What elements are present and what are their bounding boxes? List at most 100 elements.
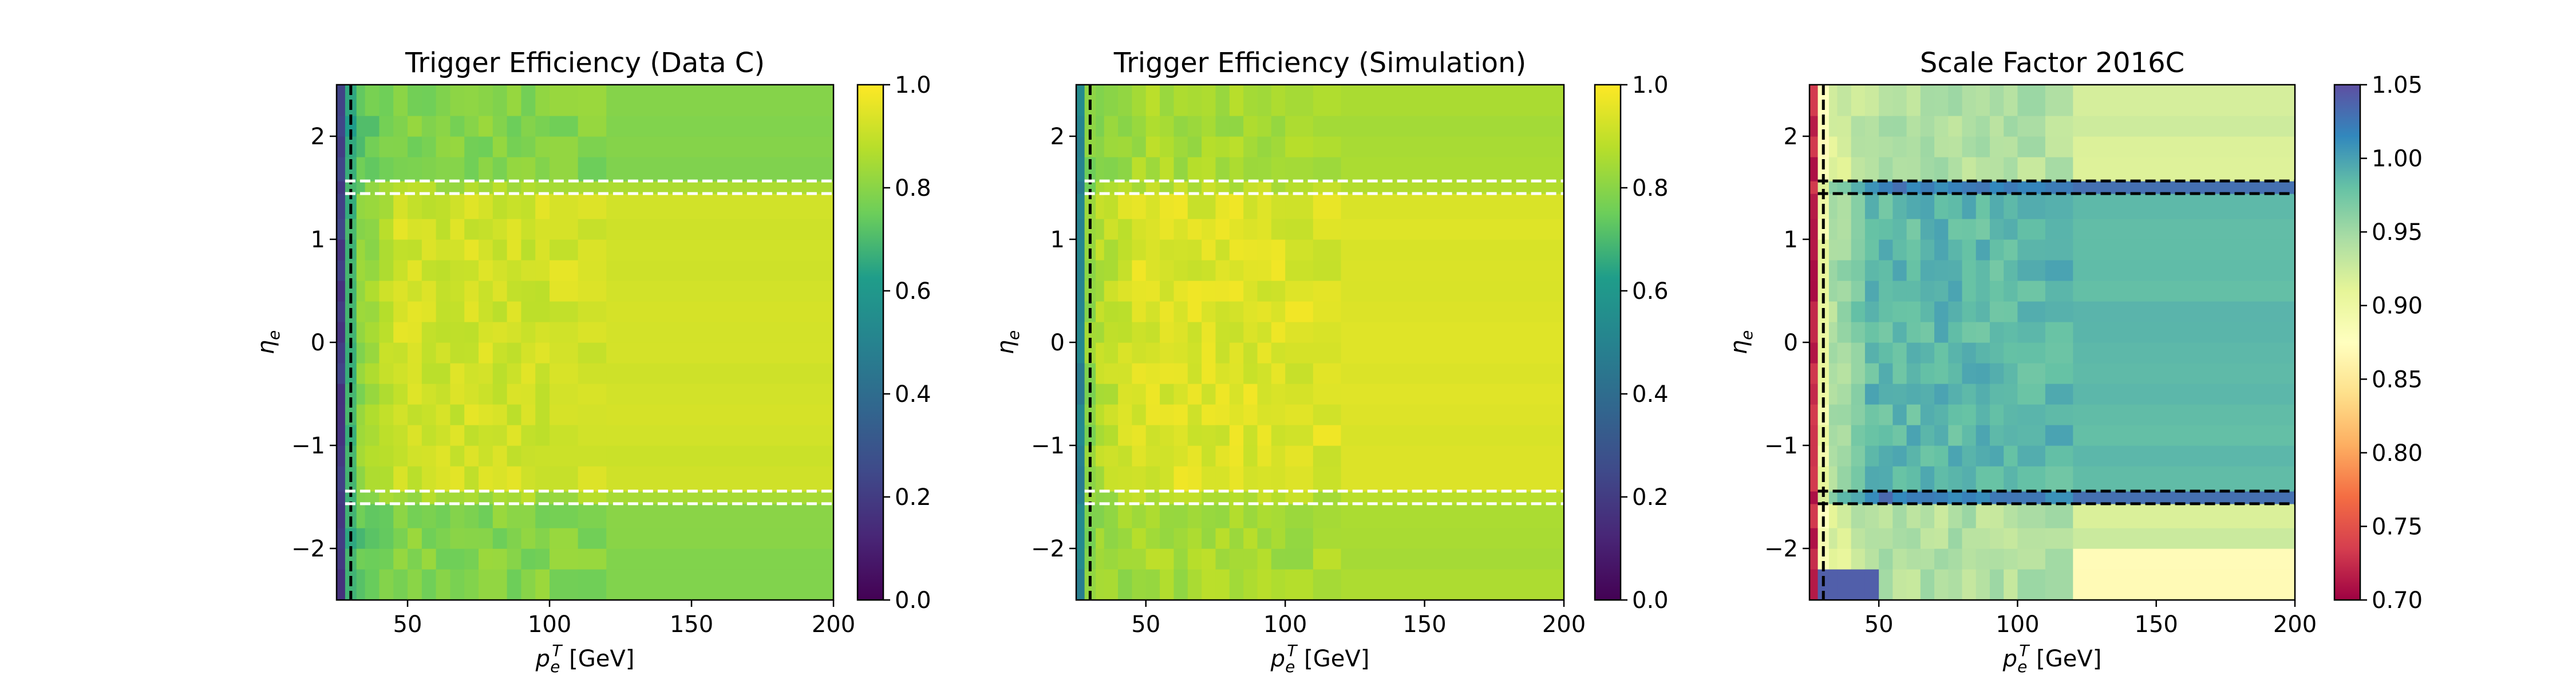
heatmap-cell xyxy=(1313,404,1342,425)
heatmap-cell xyxy=(1174,569,1188,601)
heatmap-cell xyxy=(1920,116,1935,137)
heatmap-cell xyxy=(507,425,521,446)
heatmap-cell xyxy=(1828,85,1838,116)
heatmap-cell xyxy=(492,466,508,492)
heatmap-cell xyxy=(1104,404,1119,425)
heatmap-cell xyxy=(1920,181,1935,194)
colorbar: 0.70 0.75 0.80 0.85 0.90 0.95 1.00 1.05 xyxy=(2333,72,2423,614)
heatmap-cell xyxy=(521,301,536,322)
heatmap-cell xyxy=(1076,384,1085,405)
heatmap-cell xyxy=(606,528,834,549)
heatmap-cell xyxy=(1864,569,1879,601)
heatmap-cell xyxy=(1104,491,1119,504)
heatmap-cell xyxy=(1864,548,1879,570)
heatmap-cell xyxy=(2017,281,2046,302)
heatmap-cell xyxy=(1202,260,1216,281)
heatmap-cell xyxy=(1851,491,1866,504)
heatmap-cell xyxy=(1243,322,1258,343)
heatmap-cell xyxy=(550,569,579,601)
heatmap-cell xyxy=(1851,301,1866,322)
heatmap-cell xyxy=(436,116,451,137)
heatmap-cell xyxy=(578,281,607,302)
heatmap-cell xyxy=(1160,219,1174,240)
heatmap-cell xyxy=(1851,569,1866,601)
heatmap-cell xyxy=(1313,363,1342,384)
heatmap-cell xyxy=(479,528,493,549)
heatmap-cell xyxy=(1948,503,1963,528)
heatmap-cell xyxy=(421,363,437,384)
heatmap-cell xyxy=(1962,466,1977,492)
heatmap-cell xyxy=(1934,157,1949,181)
heatmap-cell xyxy=(408,384,422,405)
heatmap-cell xyxy=(535,194,550,219)
heatmap-cell xyxy=(1341,528,1564,549)
heatmap-cell xyxy=(1096,425,1105,446)
heatmap-cell xyxy=(1934,281,1949,302)
heatmap-cell xyxy=(1893,503,1907,528)
heatmap-cell xyxy=(1893,404,1907,425)
heatmap-cell xyxy=(356,384,366,405)
heatmap-cell xyxy=(1893,281,1907,302)
heatmap-cell xyxy=(408,548,422,570)
heatmap-cell xyxy=(393,281,408,302)
heatmap-cell xyxy=(578,322,607,343)
heatmap-cell xyxy=(1243,181,1258,194)
heatmap-cell xyxy=(1257,281,1272,302)
heatmap-cell xyxy=(464,548,479,570)
heatmap-cell xyxy=(464,404,479,425)
heatmap-cell xyxy=(1215,260,1230,281)
heatmap-cell xyxy=(1962,194,1977,219)
y-tick-label: −1 xyxy=(1031,433,1065,459)
heatmap-cell xyxy=(379,260,394,281)
heatmap-cell xyxy=(2004,301,2018,322)
colorbar-bar xyxy=(2333,84,2361,601)
heatmap-cell xyxy=(1313,85,1342,116)
heatmap-cell xyxy=(1893,342,1907,364)
heatmap-cell xyxy=(1989,491,2004,504)
heatmap-cell xyxy=(1934,194,1949,219)
heatmap-cell xyxy=(492,503,508,528)
heatmap-cell xyxy=(2004,569,2018,601)
heatmap-cell xyxy=(1174,157,1188,181)
heatmap-cell xyxy=(1096,384,1105,405)
heatmap-cell xyxy=(1145,85,1160,116)
heatmap-cell xyxy=(1229,281,1244,302)
heatmap-cell xyxy=(1962,157,1977,181)
y-tick-label: 2 xyxy=(1784,124,1798,150)
heatmap-cell xyxy=(393,342,408,364)
heatmap-cell xyxy=(1243,116,1258,137)
heatmap-cell xyxy=(1864,384,1879,405)
heatmap-cell xyxy=(1864,404,1879,425)
heatmap-cell xyxy=(1864,491,1879,504)
heatmap-cell xyxy=(1948,281,1963,302)
heatmap-cell xyxy=(1104,116,1119,137)
heatmap-cell xyxy=(421,322,437,343)
heatmap-cell xyxy=(1229,503,1244,528)
heatmap-cell xyxy=(1132,528,1147,549)
heatmap-cell xyxy=(578,219,607,240)
heatmap-cell xyxy=(1809,491,1819,504)
heatmap-cell xyxy=(521,194,536,219)
heatmap-cell xyxy=(1962,301,1977,322)
heatmap-cell xyxy=(535,491,550,504)
heatmap-cell xyxy=(393,85,408,116)
heatmap-cell xyxy=(1076,503,1085,528)
heatmap-cell xyxy=(421,445,437,467)
heatmap-cell xyxy=(606,116,834,137)
heatmap-cell xyxy=(1202,194,1216,219)
heatmap-cell xyxy=(1864,445,1879,467)
heatmap-cell xyxy=(1837,260,1852,281)
heatmap-cell xyxy=(1962,342,1977,364)
heatmap-cell xyxy=(1906,85,1921,116)
heatmap-cell xyxy=(1132,260,1147,281)
heatmap-cell xyxy=(479,569,493,601)
heatmap-cell xyxy=(1809,569,1819,601)
heatmap-cell xyxy=(1271,260,1286,281)
heatmap-cell xyxy=(507,136,521,157)
heatmap-cell xyxy=(2073,157,2296,181)
colorbar-tick-label: 0.90 xyxy=(2372,293,2423,319)
heatmap-cell xyxy=(1096,85,1105,116)
heatmap-cell xyxy=(1243,281,1258,302)
heatmap-cell xyxy=(1145,322,1160,343)
heatmap-cell xyxy=(393,157,408,181)
